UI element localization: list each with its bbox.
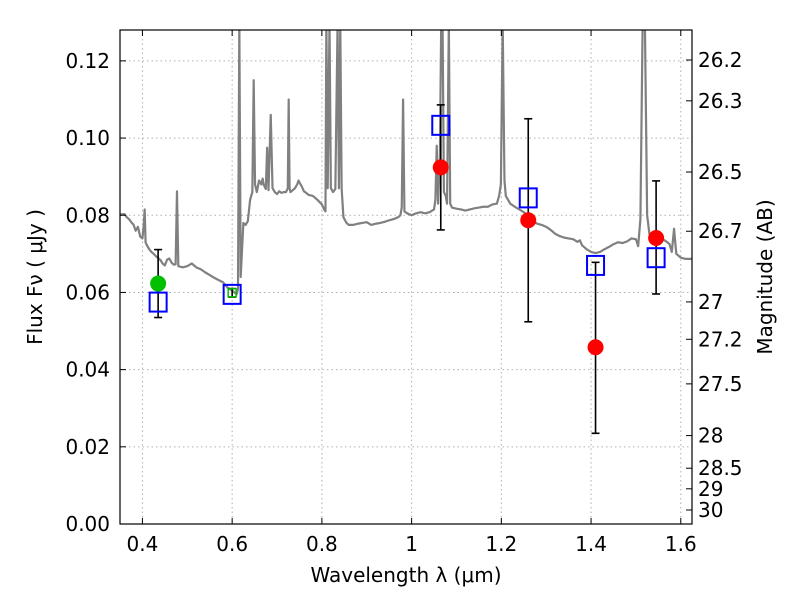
mag-tick-label-6: 27.5 bbox=[698, 372, 743, 396]
observed-point-2 bbox=[520, 212, 537, 229]
mag-tick-label-3: 26.7 bbox=[698, 219, 743, 243]
model-point-5 bbox=[646, 247, 666, 269]
mag-tick-label-2: 26.5 bbox=[698, 160, 743, 184]
magnitude-axis-label: Magnitude (AB) bbox=[753, 199, 777, 354]
model-point-3 bbox=[518, 187, 538, 209]
mag-tick-label-7: 28 bbox=[698, 424, 723, 448]
spectrum-series bbox=[120, 30, 692, 296]
x-tick-label-5: 1.4 bbox=[575, 532, 607, 556]
observed-point-1 bbox=[432, 159, 449, 176]
mag-tick-label-1: 26.3 bbox=[698, 89, 743, 113]
mag-tick-label-8: 28.5 bbox=[698, 456, 743, 480]
spectrum-line bbox=[120, 30, 692, 296]
observed-point-3 bbox=[587, 339, 604, 356]
model-point-4 bbox=[586, 254, 606, 276]
y-tick-label-5: 0.10 bbox=[65, 126, 110, 150]
x-tick-label-6: 1.6 bbox=[665, 532, 697, 556]
x-tick-label-2: 0.8 bbox=[306, 532, 338, 556]
y-tick-label-4: 0.08 bbox=[65, 203, 110, 227]
y-axis-label: Flux Fν ( μJy ) bbox=[23, 209, 47, 345]
x-tick-label-0: 0.4 bbox=[127, 532, 159, 556]
errorbars bbox=[154, 104, 661, 435]
mag-tick-label-0: 26.2 bbox=[698, 48, 743, 72]
mag-tick-label-10: 30 bbox=[698, 498, 723, 522]
model-point-2 bbox=[431, 114, 451, 136]
model-point-0 bbox=[148, 291, 168, 313]
optical-point bbox=[227, 288, 237, 298]
x-tick-label-4: 1.2 bbox=[485, 532, 517, 556]
x-axis-label: Wavelength λ (μm) bbox=[310, 563, 501, 587]
mag-tick-label-5: 27.2 bbox=[698, 327, 743, 351]
observed-point-4 bbox=[648, 230, 665, 247]
mag-tick-label-9: 29 bbox=[698, 477, 723, 501]
model-point-1 bbox=[222, 283, 242, 305]
plot-frame bbox=[119, 29, 693, 525]
mag-tick-label-4: 27 bbox=[698, 290, 723, 314]
grid bbox=[120, 30, 692, 525]
observed-point-0 bbox=[150, 275, 167, 292]
y-tick-label-3: 0.06 bbox=[65, 280, 110, 304]
x-tick-label-1: 0.6 bbox=[216, 532, 248, 556]
x-tick-label-3: 1 bbox=[405, 532, 418, 556]
y-tick-label-1: 0.02 bbox=[65, 435, 110, 459]
ticks: 0.4 0.6 0.8 1 1.2 1.4 1.6 0.00 0.02 0.04 0.06 0.08 0… bbox=[65, 30, 743, 556]
y-tick-label-2: 0.04 bbox=[65, 358, 110, 382]
y-tick-label-6: 0.12 bbox=[65, 49, 110, 73]
y-tick-label-0: 0.00 bbox=[65, 512, 110, 536]
markers bbox=[148, 114, 666, 356]
